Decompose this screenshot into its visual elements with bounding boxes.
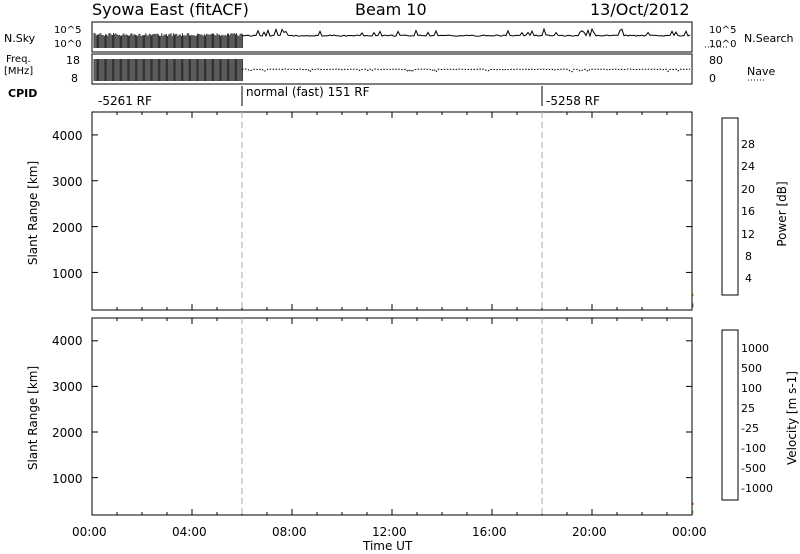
freq-trace xyxy=(241,68,691,73)
nsky-trace xyxy=(242,27,691,38)
summary-panels xyxy=(93,27,766,81)
